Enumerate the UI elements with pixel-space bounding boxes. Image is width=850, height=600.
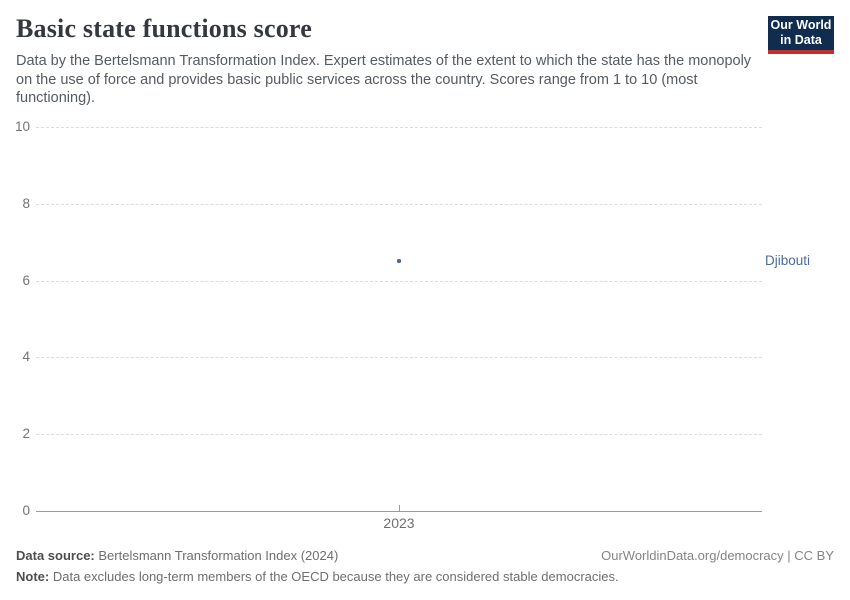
data-source-label: Data source: — [16, 548, 95, 563]
gridline-y-0 — [36, 511, 762, 512]
x-axis-tick-2023: 2023 — [383, 515, 415, 531]
y-axis-tick-6: 6 — [22, 272, 30, 288]
data-source-line: Data source: Bertelsmann Transformation … — [16, 546, 338, 567]
note-value: Data excludes long-term members of the O… — [52, 568, 619, 584]
note-line: Note: Data excludes long-term members of… — [16, 567, 834, 588]
y-axis-tick-10: 10 — [14, 119, 30, 134]
y-axis-tick-8: 8 — [22, 195, 30, 211]
data-source-value[interactable]: Bertelsmann Transformation Index (2024) — [98, 548, 339, 563]
note-label: Note: — [16, 568, 50, 584]
gridline-y-10 — [36, 127, 762, 128]
gridline-y-2 — [36, 434, 762, 436]
owid-logo[interactable]: Our World in Data — [768, 16, 834, 54]
scatter-chart: 0 2 4 6 8 10 2023 Djibouti — [0, 115, 850, 540]
entity-label-djibouti[interactable]: Djibouti — [765, 253, 811, 269]
gridline-y-6 — [36, 280, 762, 282]
data-point-djibouti[interactable] — [397, 259, 401, 264]
y-axis-tick-0: 0 — [22, 503, 30, 518]
y-axis-tick-4: 4 — [22, 349, 30, 365]
gridline-y-4 — [36, 357, 762, 359]
attribution-link[interactable]: OurWorldinData.org/democracy | CC BY — [601, 548, 834, 563]
owid-logo-line1: Our World — [770, 18, 832, 32]
x-axis-tick-mark-2023 — [399, 505, 400, 511]
chart-title: Basic state functions score — [16, 14, 312, 43]
chart-footer: Data source: Bertelsmann Transformation … — [16, 546, 834, 587]
y-axis-tick-2: 2 — [22, 426, 30, 442]
chart-subtitle: Data by the Bertelsmann Transformation I… — [16, 53, 752, 106]
gridline-y-8 — [36, 203, 762, 205]
owid-logo-line2: in Data — [780, 33, 822, 47]
